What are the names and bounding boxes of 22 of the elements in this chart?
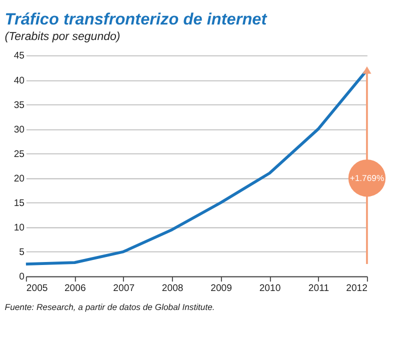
x-tick-label: 2006 xyxy=(64,283,86,294)
chart-subtitle: (Terabits por segundo) xyxy=(4,30,120,43)
x-tick-label: 2008 xyxy=(162,283,184,294)
chart-title: Tráfico transfronterizo de internet xyxy=(4,10,268,29)
y-tick-label: 20 xyxy=(14,173,24,184)
x-tick-label: 2005 xyxy=(26,283,48,294)
x-tick-label: 2012 xyxy=(346,283,368,294)
x-tick-label: 2007 xyxy=(113,283,135,294)
y-tick-label: 45 xyxy=(14,50,24,62)
y-tick-label: 10 xyxy=(14,222,24,234)
y-tick-label: 5 xyxy=(19,247,24,258)
y-tick-label: 0 xyxy=(19,272,24,283)
annotation: +1.769% xyxy=(350,172,384,183)
y-tick-label: 35 xyxy=(14,100,24,111)
y-tick-label: 15 xyxy=(14,198,24,210)
y-tick-label: 30 xyxy=(14,124,24,136)
x-tick-label: 2011 xyxy=(308,283,330,294)
source-note: Fuente: Research, a partir de datos de Global Institute. xyxy=(4,302,215,312)
x-tick-label: 2010 xyxy=(259,283,281,294)
y-tick-label: 40 xyxy=(14,75,24,86)
y-tick-label: 25 xyxy=(14,148,24,160)
x-tick-label: 2009 xyxy=(210,283,232,294)
